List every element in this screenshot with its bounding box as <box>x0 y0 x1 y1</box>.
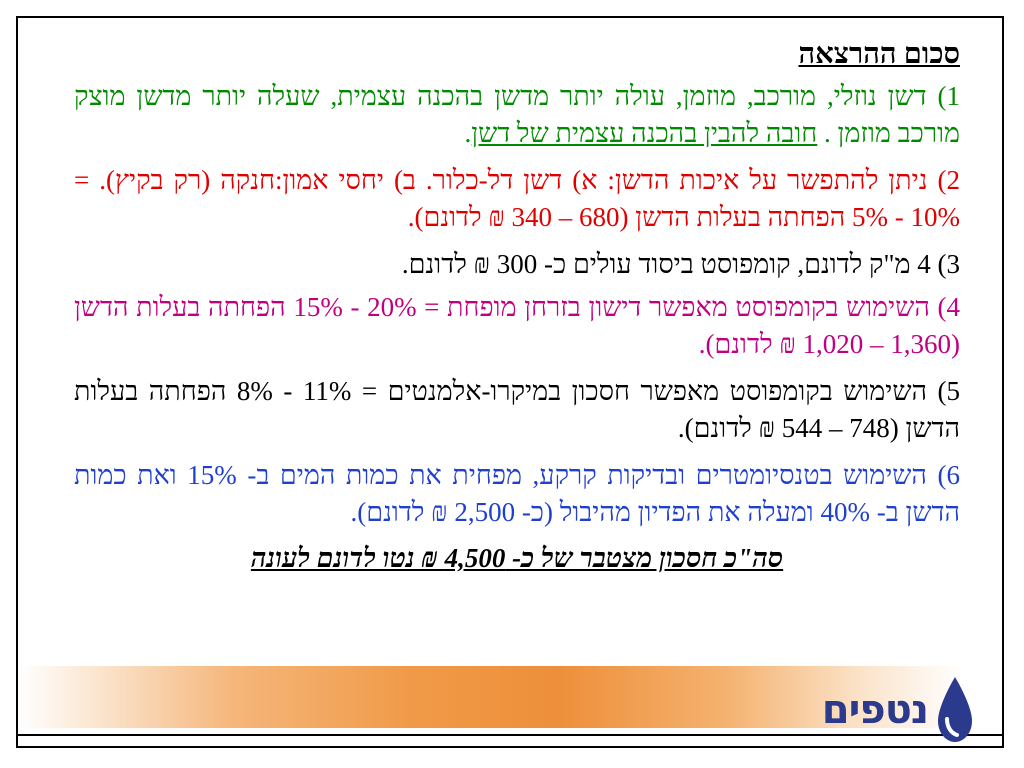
summary-item-4: 4) השימוש בקומפוסט מאפשר דישון בזרחן מופ… <box>74 292 960 359</box>
summary-item-1: 1) דשן נוזלי, מורכב, מוזמן, עולה יותר מד… <box>74 78 960 152</box>
slide-content: סכום ההרצאה 1) דשן נוזלי, מורכב, מוזמן, … <box>74 36 960 575</box>
logo-text: נטפים <box>821 687 929 733</box>
summary-item-1-underlined: חובה להבין בהכנה עצמית של דשן <box>471 118 818 148</box>
slide-title: סכום ההרצאה <box>798 38 960 70</box>
water-drop-icon <box>938 677 972 742</box>
netafim-logo: נטפים <box>821 670 976 746</box>
total-savings-summary: סה"כ חסכון מצטבר של כ- 4,500 ₪ נטו לדונם… <box>250 543 784 573</box>
summary-item-6: 6) השימוש בטנסיומטרים ובדיקות קרקע, מפחי… <box>74 460 960 527</box>
summary-item-1-tail: . <box>464 118 472 148</box>
summary-item-5: 5) השימוש בקומפוסט מאפשר חסכון במיקרו-אל… <box>74 376 960 443</box>
summary-item-1-text: 1) דשן נוזלי, מורכב, מוזמן, עולה יותר מד… <box>74 81 960 148</box>
footer-band <box>18 666 1002 728</box>
summary-item-3: 3) 4 מ"ק לדונם, קומפוסט ביסוד עולים כ- 3… <box>401 249 960 279</box>
footer-divider <box>18 734 1002 736</box>
slide-frame: סכום ההרצאה 1) דשן נוזלי, מורכב, מוזמן, … <box>16 16 1004 748</box>
summary-item-2: 2) ניתן להתפשר על איכות הדשן: א) דשן דל-… <box>74 165 960 232</box>
